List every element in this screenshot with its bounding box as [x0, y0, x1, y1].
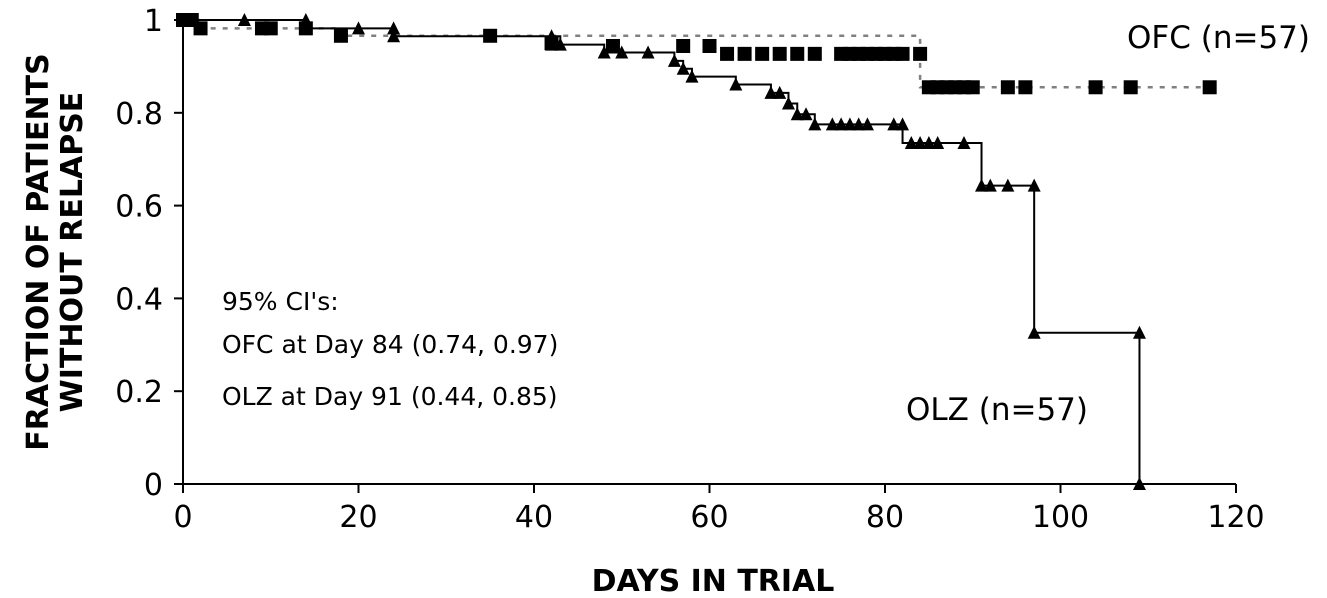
ci-annotation-ofc: OFC at Day 84 (0.74, 0.97) — [222, 330, 558, 359]
x-ticks: 0 20 40 60 80 100 120 — [173, 484, 1265, 535]
censor-marker-olz — [852, 117, 866, 131]
censor-marker-olz — [860, 117, 874, 131]
censor-marker-olz — [185, 13, 199, 26]
censor-marker-olz — [764, 85, 778, 99]
censor-marker-olz — [834, 117, 848, 131]
censor-marker-olz — [352, 21, 365, 35]
censor-marker-olz — [781, 96, 795, 110]
censor-marker-olz — [545, 37, 559, 51]
y-axis-title: FRACTION OF PATIENTS WITHOUT RELAPSE — [21, 53, 90, 450]
censor-marker-ofc — [720, 46, 735, 61]
censor-marker-ofc — [807, 46, 822, 61]
censor-marker-olz — [685, 69, 699, 83]
censor-marker-ofc — [790, 46, 805, 61]
censor-marker-olz — [790, 107, 804, 121]
censor-marker-olz — [237, 13, 251, 26]
censor-marker-olz — [808, 117, 822, 131]
censor-marker-olz — [1027, 178, 1041, 192]
censor-marker-ofc — [737, 46, 752, 61]
censor-marker-olz — [1132, 325, 1146, 339]
y-tick-label: 0.2 — [115, 375, 163, 410]
y-tick-label: 0.6 — [115, 190, 163, 225]
censor-marker-olz — [957, 135, 971, 149]
censor-marker-olz — [387, 21, 401, 35]
censor-marker-olz — [922, 135, 936, 149]
censor-marker-ofc — [702, 38, 717, 53]
censor-marker-ofc — [1088, 80, 1103, 95]
censor-marker-ofc — [263, 21, 278, 36]
series-olz — [183, 13, 1146, 490]
y-tick-label: 1 — [144, 4, 163, 39]
x-tick-label: 0 — [173, 500, 192, 535]
x-tick-label: 60 — [690, 500, 728, 535]
censor-marker-ofc — [755, 46, 770, 61]
censor-marker-olz — [773, 85, 787, 99]
y-axis-title-line-1: FRACTION OF PATIENTS — [21, 53, 56, 450]
censor-marker-olz — [667, 53, 681, 67]
y-axis-title-line-2: WITHOUT RELAPSE — [55, 92, 90, 413]
censor-marker-ofc — [1123, 80, 1138, 95]
censor-marker-olz — [825, 117, 839, 131]
censor-marker-ofc — [333, 28, 348, 43]
censor-marker-olz — [545, 29, 559, 43]
censor-marker-ofc — [1000, 80, 1015, 95]
censor-marker-ofc — [965, 80, 980, 95]
series-label-ofc: OFC (n=57) — [1127, 20, 1310, 56]
censor-marker-olz — [615, 45, 629, 59]
censor-marker-olz — [387, 29, 401, 43]
censor-marker-ofc — [772, 46, 787, 61]
y-ticks: 0 0.2 0.4 0.6 0.8 1 — [115, 4, 183, 503]
censor-marker-olz — [299, 13, 313, 26]
censor-marker-olz — [843, 117, 857, 131]
censor-marker-olz — [597, 45, 611, 59]
censor-marker-olz — [799, 107, 813, 121]
censor-marker-olz — [676, 61, 690, 75]
censor-marker-olz — [1027, 325, 1041, 339]
censor-marker-olz — [553, 37, 567, 51]
ci-annotation-heading: 95% CI's: — [222, 287, 339, 316]
censor-marker-ofc — [676, 38, 691, 53]
censor-marker-olz — [1001, 178, 1015, 192]
x-tick-label: 20 — [339, 500, 377, 535]
censor-marker-ofc — [1202, 80, 1217, 95]
ci-annotation-olz: OLZ at Day 91 (0.44, 0.85) — [222, 382, 558, 411]
x-tick-label: 80 — [866, 500, 904, 535]
censor-marker-olz — [975, 178, 989, 192]
y-tick-label: 0.8 — [115, 97, 163, 132]
y-tick-label: 0.4 — [115, 282, 163, 317]
censor-marker-olz — [887, 117, 901, 131]
series-line-ofc — [183, 18, 1210, 89]
y-tick-label: 0 — [144, 468, 163, 503]
x-tick-label: 120 — [1207, 500, 1264, 535]
censor-marker-ofc — [913, 46, 928, 61]
series-layer — [176, 13, 1217, 490]
censor-marker-olz — [931, 135, 945, 149]
censor-marker-ofc — [895, 46, 910, 61]
censor-marker-olz — [904, 135, 918, 149]
censor-marker-olz — [896, 117, 910, 131]
x-tick-label: 40 — [515, 500, 553, 535]
censor-marker-olz — [1132, 477, 1146, 490]
censor-marker-ofc — [1018, 80, 1033, 95]
censor-marker-olz — [641, 45, 655, 59]
censor-marker-ofc — [605, 38, 620, 53]
censor-marker-olz — [983, 178, 997, 192]
series-label-olz: OLZ (n=57) — [906, 392, 1088, 428]
x-axis-title: DAYS IN TRIAL — [592, 564, 835, 598]
censor-marker-olz — [729, 77, 743, 91]
x-tick-label: 100 — [1032, 500, 1089, 535]
censor-marker-olz — [913, 135, 927, 149]
